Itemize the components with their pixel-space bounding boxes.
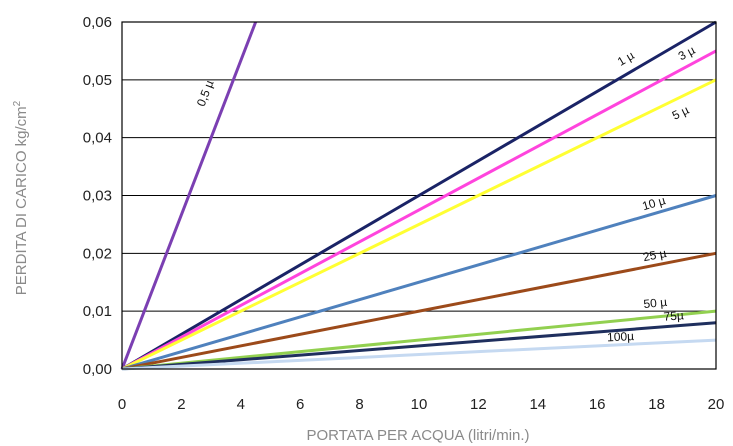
series-line bbox=[121, 321, 717, 371]
series-label: 5 µ bbox=[670, 103, 691, 123]
series-line bbox=[121, 78, 717, 371]
series-label: 50 µ bbox=[643, 295, 668, 311]
y-axis-title-text: PERDITA DI CARICO kg/cm bbox=[13, 106, 30, 295]
x-tick-label: 18 bbox=[648, 396, 665, 413]
series-line bbox=[121, 251, 717, 371]
x-tick-label: 4 bbox=[237, 396, 245, 413]
x-tick-label: 10 bbox=[411, 396, 428, 413]
series-line bbox=[121, 309, 717, 371]
y-tick-label: 0,01 bbox=[83, 303, 112, 320]
x-tick-label: 6 bbox=[296, 396, 304, 413]
y-axis-title: PERDITA DI CARICO kg/cm2 bbox=[12, 100, 30, 295]
series-line bbox=[121, 338, 717, 371]
series-line bbox=[121, 49, 717, 371]
series-label: 10 µ bbox=[640, 193, 667, 213]
y-tick-label: 0,00 bbox=[83, 361, 112, 378]
series-lines bbox=[120, 20, 717, 371]
series-label: 75µ bbox=[663, 308, 684, 324]
series-label: 1 µ bbox=[615, 48, 637, 69]
y-axis-title-superscript: 2 bbox=[12, 100, 23, 106]
y-tick-label: 0,04 bbox=[83, 130, 112, 147]
y-axis-ticks: 0,00 0,01 0,02 0,03 0,04 0,05 0,06 bbox=[83, 14, 112, 378]
x-axis-ticks: 0 2 4 6 8 10 12 14 16 18 20 bbox=[118, 396, 725, 413]
series-label: 3 µ bbox=[676, 43, 698, 63]
y-tick-label: 0,03 bbox=[83, 188, 112, 205]
y-tick-label: 0,02 bbox=[83, 245, 112, 262]
plot-frame bbox=[121, 21, 717, 370]
x-tick-label: 12 bbox=[470, 396, 487, 413]
series-line bbox=[121, 20, 717, 371]
x-tick-label: 20 bbox=[708, 396, 725, 413]
x-tick-label: 14 bbox=[529, 396, 546, 413]
series-label: 0,5 µ bbox=[194, 78, 217, 108]
x-tick-label: 16 bbox=[589, 396, 606, 413]
series-label: 25 µ bbox=[642, 246, 668, 264]
y-tick-label: 0,06 bbox=[83, 14, 112, 31]
x-axis-title: PORTATA PER ACQUA (litri/min.) bbox=[306, 427, 529, 444]
series-line bbox=[120, 21, 258, 370]
x-tick-label: 2 bbox=[177, 396, 185, 413]
y-tick-label: 0,05 bbox=[83, 72, 112, 89]
series-label: 100µ bbox=[607, 329, 635, 344]
x-tick-label: 0 bbox=[118, 396, 126, 413]
series-line bbox=[121, 194, 717, 371]
x-tick-label: 8 bbox=[355, 396, 363, 413]
